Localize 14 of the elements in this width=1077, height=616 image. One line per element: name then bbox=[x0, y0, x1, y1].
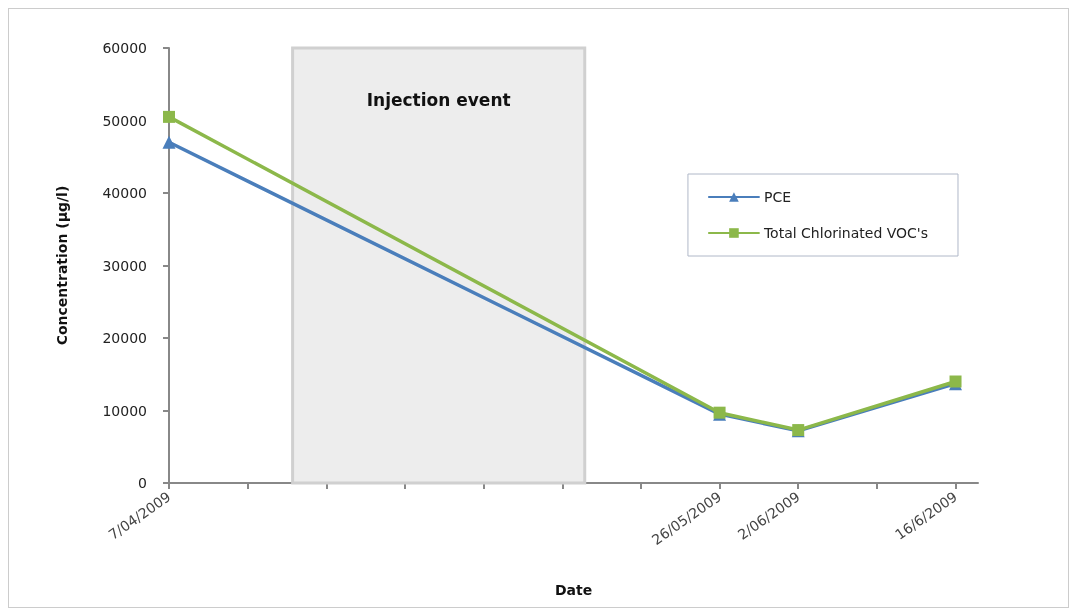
y-tick-label: 10000 bbox=[102, 402, 147, 419]
point bbox=[163, 110, 175, 123]
legend-label: Total Chlorinated VOC's bbox=[762, 225, 929, 241]
y-tick-label: 40000 bbox=[102, 185, 147, 201]
y-tick-label: 30000 bbox=[102, 257, 147, 274]
point bbox=[162, 135, 176, 149]
legend-label: PCE bbox=[763, 189, 792, 205]
y-tick-label: 20000 bbox=[102, 330, 147, 346]
y-tick-label: 50000 bbox=[102, 112, 147, 129]
band-label: Injection event bbox=[366, 90, 511, 110]
y-tick-label: 0 bbox=[138, 475, 147, 491]
y-tick-label: 60000 bbox=[102, 40, 147, 56]
x-axis-title: Date bbox=[554, 582, 593, 598]
y-axis-title: Concentration (µg/l) bbox=[54, 185, 70, 346]
